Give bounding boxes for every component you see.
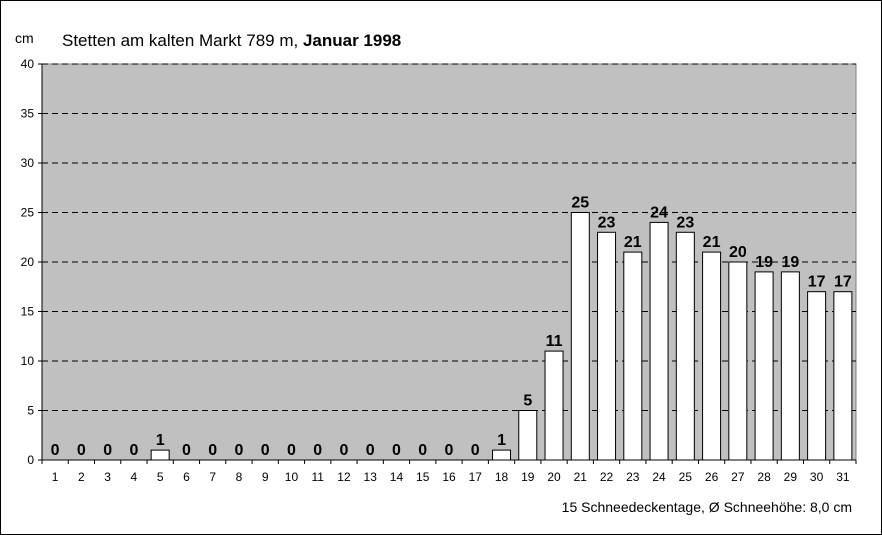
y-tick-label: 0 [27, 453, 34, 467]
data-label-day-15: 0 [418, 442, 427, 459]
data-label-day-17: 0 [471, 442, 480, 459]
x-tick-label: 13 [364, 470, 378, 484]
bar-day-31 [833, 291, 853, 461]
data-label-day-24: 24 [650, 204, 668, 221]
chart-title: Stetten am kalten Markt 789 m, Januar 19… [62, 31, 401, 51]
bar-day-24 [649, 221, 669, 461]
x-tick-label: 17 [469, 470, 483, 484]
data-label-day-10: 0 [287, 442, 296, 459]
y-axis-unit-label: cm [15, 30, 34, 46]
x-tick-label: 16 [442, 470, 456, 484]
data-label-day-16: 0 [445, 442, 454, 459]
bar-day-29 [780, 271, 800, 461]
x-tick-label: 10 [285, 470, 299, 484]
bar-day-20 [544, 350, 564, 461]
x-tick-label: 9 [262, 470, 269, 484]
bar-day-22 [597, 231, 617, 461]
data-label-day-7: 0 [208, 442, 217, 459]
y-tick-label: 20 [21, 255, 35, 269]
data-label-day-13: 0 [366, 442, 375, 459]
chart-title-location: Stetten am kalten Markt 789 m, [62, 31, 299, 50]
x-tick-label: 25 [679, 470, 693, 484]
data-label-day-22: 23 [598, 214, 616, 231]
data-label-day-5: 1 [156, 432, 165, 449]
x-tick-label: 22 [600, 470, 614, 484]
x-tick-label: 21 [574, 470, 588, 484]
x-tick-label: 1 [52, 470, 59, 484]
x-tick-label: 8 [236, 470, 243, 484]
data-label-day-1: 0 [51, 442, 60, 459]
data-label-day-2: 0 [77, 442, 86, 459]
data-label-day-29: 19 [781, 254, 799, 271]
chart-footer-summary: 15 Schneedeckentage, Ø Schneehöhe: 8,0 c… [561, 499, 852, 515]
bar-day-27 [728, 261, 748, 461]
y-tick-label: 15 [21, 305, 35, 319]
y-tick-label: 10 [21, 354, 35, 368]
x-tick-label: 23 [626, 470, 640, 484]
data-label-day-21: 25 [571, 195, 589, 212]
data-label-day-3: 0 [103, 442, 112, 459]
x-tick-label: 31 [836, 470, 850, 484]
x-tick-label: 18 [495, 470, 509, 484]
bar-day-18 [492, 449, 512, 461]
x-tick-label: 6 [183, 470, 190, 484]
data-label-day-25: 23 [676, 214, 694, 231]
data-label-day-27: 20 [729, 244, 747, 261]
bar-day-25 [675, 231, 695, 461]
x-tick-label: 11 [311, 470, 324, 484]
bar-day-21 [570, 212, 590, 461]
x-tick-label: 14 [390, 470, 404, 484]
chart-title-period: Januar 1998 [302, 31, 402, 50]
x-tick-label: 19 [521, 470, 535, 484]
bar-day-26 [702, 251, 722, 461]
data-label-day-31: 17 [834, 274, 852, 291]
x-tick-label: 30 [810, 470, 824, 484]
y-tick-label: 35 [21, 107, 35, 121]
data-label-day-23: 21 [624, 234, 642, 251]
data-label-day-8: 0 [234, 442, 243, 459]
bar-day-5 [150, 449, 170, 461]
bar-day-28 [754, 271, 774, 461]
bar-day-23 [623, 251, 643, 461]
y-tick-label: 5 [27, 404, 34, 418]
x-tick-label: 12 [337, 470, 351, 484]
x-tick-label: 7 [209, 470, 216, 484]
data-label-day-28: 19 [755, 254, 773, 271]
data-label-day-12: 0 [340, 442, 349, 459]
bar-day-19 [518, 410, 538, 461]
bar-day-30 [807, 291, 827, 461]
y-tick-label: 40 [21, 57, 35, 71]
data-label-day-26: 21 [703, 234, 721, 251]
data-label-day-4: 0 [129, 442, 138, 459]
x-tick-label: 5 [157, 470, 164, 484]
data-label-day-18: 1 [497, 432, 506, 449]
data-label-day-30: 17 [808, 274, 826, 291]
x-tick-label: 28 [757, 470, 771, 484]
x-tick-label: 15 [416, 470, 430, 484]
data-label-day-14: 0 [392, 442, 401, 459]
x-tick-label: 24 [652, 470, 666, 484]
x-tick-label: 29 [784, 470, 798, 484]
data-label-day-20: 11 [546, 333, 563, 350]
x-tick-label: 20 [547, 470, 561, 484]
data-label-day-11: 0 [313, 442, 322, 459]
x-tick-label: 3 [104, 470, 111, 484]
data-label-day-19: 5 [523, 393, 532, 410]
y-tick-label: 30 [21, 156, 35, 170]
y-tick-label: 25 [21, 206, 35, 220]
data-label-day-9: 0 [261, 442, 270, 459]
x-tick-label: 27 [731, 470, 745, 484]
data-label-day-6: 0 [182, 442, 191, 459]
x-tick-label: 26 [705, 470, 719, 484]
x-tick-label: 2 [78, 470, 85, 484]
x-tick-label: 4 [131, 470, 138, 484]
